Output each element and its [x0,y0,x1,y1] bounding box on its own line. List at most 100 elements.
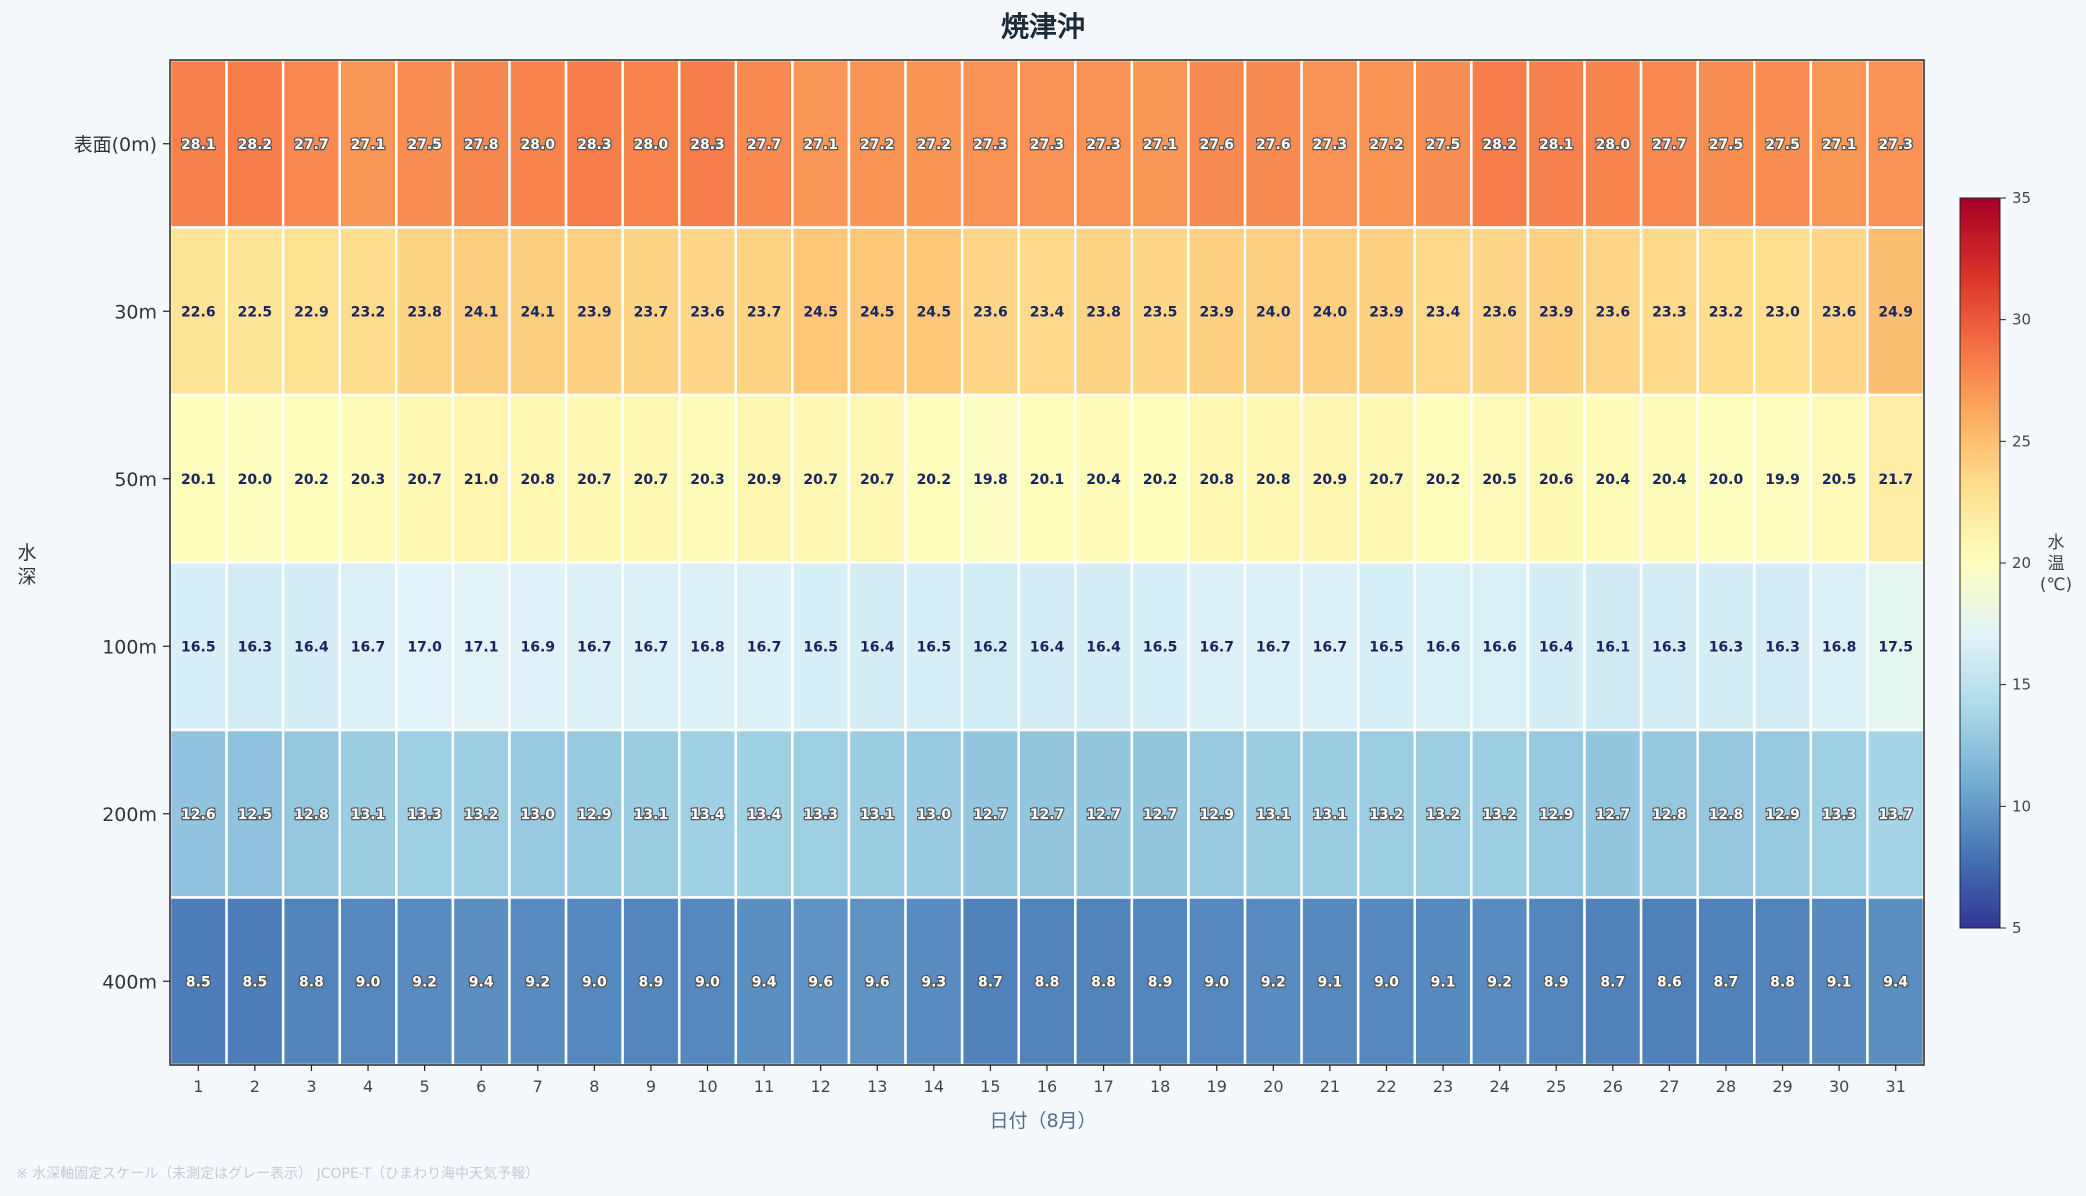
colorbar-tick-label: 15 [2012,676,2031,694]
cell-value-label: 12.7 [973,807,1008,823]
heatmap-cell [1074,393,1134,564]
cell-value-label: 16.3 [238,639,273,655]
heatmap-cell [168,896,228,1067]
y-axis-label-char: 水 [17,542,36,564]
heatmap-cell [1074,561,1134,732]
cell-value-label: 16.4 [1030,639,1065,655]
heatmap-cell [1583,561,1643,732]
heatmap-cell [1696,226,1756,397]
heatmap-cell [960,226,1020,397]
x-tick-label: 24 [1489,1077,1509,1096]
cell-value-label: 28.3 [690,137,725,153]
cell-value-label: 20.3 [351,472,386,488]
colorbar-gradient [1959,197,2001,929]
heatmap-cell [1074,226,1134,397]
heatmap-cell [734,393,794,564]
x-tick-label: 28 [1716,1077,1736,1096]
cell-value-label: 20.0 [238,472,273,488]
heatmap-cell [960,561,1020,732]
cell-value-label: 13.2 [1426,807,1461,823]
heatmap-cell [395,226,455,397]
heatmap-cell [225,728,285,899]
cell-value-label: 9.4 [752,974,777,990]
cell-value-label: 20.5 [1822,472,1857,488]
cell-value-label: 24.1 [464,304,499,320]
heatmap-cell [281,561,341,732]
cell-value-label: 17.1 [464,639,499,655]
heatmap-cell [1130,58,1190,229]
cell-value-label: 12.9 [1199,807,1234,823]
cell-value-label: 19.8 [973,472,1008,488]
cell-value-label: 27.1 [1143,137,1178,153]
cell-value-label: 13.1 [351,807,386,823]
cell-value-label: 27.7 [294,137,329,153]
cell-value-label: 9.3 [921,974,946,990]
x-tick-label: 7 [533,1077,543,1096]
heatmap-cell [904,728,964,899]
heatmap-cell [1809,226,1869,397]
cell-value-label: 20.8 [1199,472,1234,488]
cell-value-label: 12.9 [1765,807,1800,823]
heatmap-cell [904,393,964,564]
cell-value-label: 16.8 [1822,639,1857,655]
heatmap-cell [225,896,285,1067]
heatmap-cell [1243,58,1303,229]
heatmap-cell [904,226,964,397]
cell-value-label: 27.5 [1765,137,1800,153]
heatmap-cell [1526,393,1586,564]
cell-value-label: 12.7 [1596,807,1631,823]
cell-value-label: 27.2 [860,137,895,153]
cell-value-label: 20.8 [1256,472,1291,488]
cell-value-label: 27.8 [464,137,499,153]
cell-value-label: 9.2 [1487,974,1512,990]
heatmap-cell [847,896,907,1067]
heatmap-cell [1130,896,1190,1067]
cell-value-label: 8.5 [242,974,267,990]
heatmap-cell [395,728,455,899]
heatmap-cell [225,58,285,229]
cell-value-label: 23.0 [1765,304,1800,320]
cell-value-label: 27.3 [1878,137,1913,153]
y-tick-label: 表面(0m) [74,134,157,156]
cell-value-label: 20.7 [803,472,838,488]
cell-value-label: 8.9 [1544,974,1569,990]
heatmap-cell [791,58,851,229]
cell-value-label: 16.2 [973,639,1008,655]
cell-value-label: 16.5 [181,639,216,655]
cell-value-label: 8.6 [1657,974,1682,990]
cell-value-label: 20.7 [577,472,612,488]
x-tick-label: 5 [420,1077,430,1096]
heatmap-cell [1017,58,1077,229]
colorbar-tick-label: 5 [2012,919,2022,937]
cell-value-label: 12.8 [294,807,329,823]
y-tick-label: 200m [102,804,157,826]
heatmap-cell [791,393,851,564]
cell-value-label: 16.5 [1369,639,1404,655]
cell-value-label: 16.5 [803,639,838,655]
cell-value-label: 16.4 [1086,639,1121,655]
cell-value-label: 20.7 [407,472,442,488]
cell-value-label: 16.7 [1199,639,1234,655]
heatmap-cell [1809,561,1869,732]
heatmap-cell [395,896,455,1067]
x-tick-label: 31 [1886,1077,1906,1096]
x-tick-label: 8 [589,1077,599,1096]
heatmap-cell [1470,728,1530,899]
cell-value-label: 23.6 [1822,304,1857,320]
colorbar-label-line: (℃) [2040,575,2072,595]
x-tick-label: 25 [1546,1077,1566,1096]
heatmap-cell [1300,896,1360,1067]
colorbar-tick-label: 10 [2012,797,2031,815]
cell-value-label: 24.0 [1313,304,1348,320]
heatmap-cell [677,728,738,899]
heatmap-cell [1753,58,1813,229]
cell-value-label: 16.7 [577,639,612,655]
cell-value-label: 23.8 [407,304,442,320]
heatmap-cell [847,393,907,564]
cell-value-label: 23.6 [1482,304,1517,320]
cell-value-label: 27.6 [1199,137,1234,153]
x-tick-label: 10 [697,1077,717,1096]
heatmap-cell [225,393,285,564]
y-tick-label: 30m [114,301,157,323]
heatmap-cell [1017,226,1077,397]
